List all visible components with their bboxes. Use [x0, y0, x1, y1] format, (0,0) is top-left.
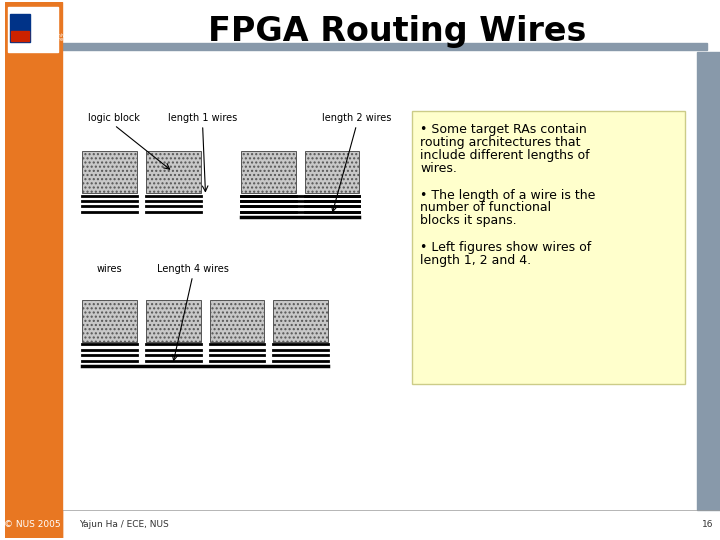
Text: NUS: NUS	[32, 22, 58, 32]
Text: length 1, 2 and 4.: length 1, 2 and 4.	[420, 254, 531, 267]
Bar	[11, 31, 29, 40]
Text: • Left figures show wires of: • Left figures show wires of	[420, 241, 591, 254]
Text: • The length of a wire is the: • The length of a wire is the	[420, 188, 595, 201]
Text: blocks it spans.: blocks it spans.	[420, 214, 517, 227]
Bar	[5, 510, 62, 538]
Text: wires: wires	[96, 264, 122, 274]
FancyBboxPatch shape	[412, 111, 685, 384]
Bar	[210, 300, 264, 341]
Bar	[305, 151, 359, 193]
Text: length 1 wires: length 1 wires	[168, 113, 237, 123]
Bar	[146, 151, 201, 193]
Bar	[82, 151, 137, 193]
Text: © NUS 2005: © NUS 2005	[4, 519, 61, 529]
Bar	[697, 51, 720, 510]
Bar	[146, 300, 201, 341]
Bar	[8, 7, 58, 51]
Bar	[241, 151, 296, 193]
Text: include different lengths of: include different lengths of	[420, 149, 590, 162]
Bar	[10, 14, 30, 42]
Text: National University: National University	[32, 33, 78, 38]
Text: Yajun Ha / ECE, NUS: Yajun Ha / ECE, NUS	[79, 519, 169, 529]
Text: logic block: logic block	[89, 113, 140, 123]
Text: number of functional: number of functional	[420, 201, 552, 214]
Bar	[62, 43, 707, 50]
Text: Length 4 wires: Length 4 wires	[157, 264, 228, 274]
Text: routing architectures that: routing architectures that	[420, 136, 580, 149]
Bar	[273, 300, 328, 341]
Text: wires.: wires.	[420, 162, 457, 175]
Text: FPGA Routing Wires: FPGA Routing Wires	[208, 15, 586, 48]
Text: length 2 wires: length 2 wires	[322, 113, 391, 123]
Text: • Some target RAs contain: • Some target RAs contain	[420, 123, 587, 136]
Text: 16: 16	[701, 519, 713, 529]
Text: of Singapore: of Singapore	[32, 37, 63, 42]
Bar	[82, 300, 137, 341]
Bar	[5, 2, 62, 538]
